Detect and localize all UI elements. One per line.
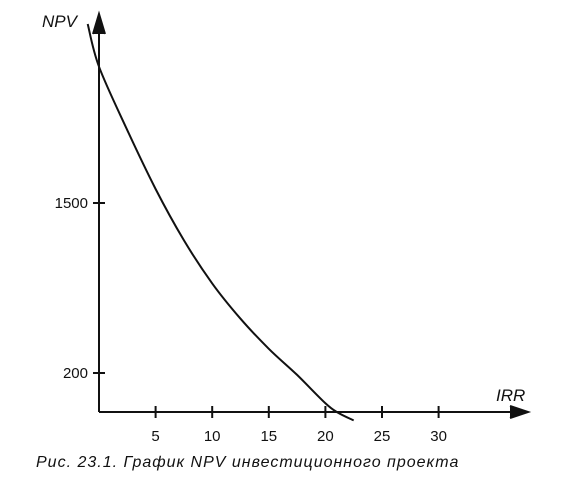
- y-tick-label: 1500: [55, 195, 88, 212]
- x-tick-label: 15: [260, 428, 277, 445]
- x-axis-arrow: [509, 405, 532, 419]
- x-tick-label: 5: [151, 428, 159, 445]
- x-ticks: 5 10 15 20 25 30: [151, 406, 447, 445]
- series-group: [86, 23, 355, 422]
- y-axis-arrow: [92, 10, 106, 35]
- x-tick-label: 25: [374, 428, 391, 445]
- axes: [92, 10, 532, 419]
- npv-curve: [86, 23, 355, 422]
- x-tick-label: 10: [204, 428, 221, 445]
- y-ticks: 200 1500: [55, 195, 105, 382]
- y-tick-label: 200: [63, 365, 88, 382]
- x-axis-label: IRR: [496, 386, 525, 405]
- figure-caption: Рис. 23.1. График NPV инвестиционного пр…: [36, 454, 459, 471]
- x-tick-label: 20: [317, 428, 334, 445]
- y-axis-label: NPV: [42, 12, 79, 31]
- x-tick-label: 30: [430, 428, 447, 445]
